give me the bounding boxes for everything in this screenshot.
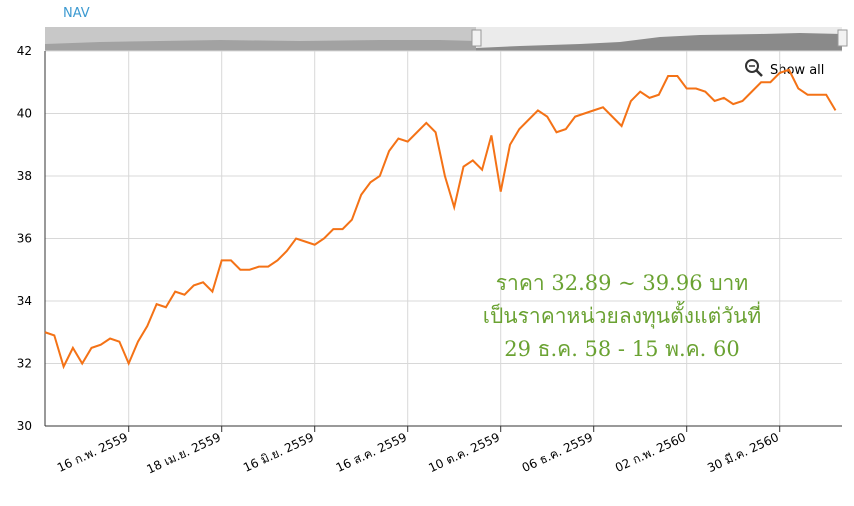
zoom-icon bbox=[745, 59, 759, 73]
line-series bbox=[44, 68, 837, 370]
navigator-area bbox=[45, 40, 476, 51]
x-tick-label: 18 เม.ย. 2559 bbox=[144, 430, 223, 477]
zoom-icon bbox=[755, 69, 763, 77]
x-tick-label: 16 มิ.ย. 2559 bbox=[241, 430, 316, 475]
x-tick-label: 16 ก.พ. 2559 bbox=[55, 430, 130, 475]
navigator-mask bbox=[45, 27, 476, 51]
navigator-area bbox=[476, 33, 842, 51]
navigator-handle[interactable] bbox=[471, 29, 482, 47]
annotation: 29 ธ.ค. 58 - 15 พ.ค. 60 bbox=[504, 337, 740, 361]
button-label[interactable]: Show all bbox=[770, 63, 824, 78]
x-tick-label: 06 ธ.ค. 2559 bbox=[520, 430, 595, 475]
y-tick-label: 30 bbox=[17, 419, 32, 433]
y-tick-label: 42 bbox=[17, 44, 32, 58]
y-tick-label: 36 bbox=[17, 232, 32, 246]
y-tick-label: 34 bbox=[17, 294, 32, 308]
x-tick-label: 30 มี.ค. 2560 bbox=[705, 430, 781, 475]
annotation: เป็นราคาหน่วยลงทุนตั้งแต่วันที่ bbox=[483, 301, 761, 329]
show-all-button[interactable]: Show all bbox=[745, 59, 824, 78]
y-tick-label: 38 bbox=[17, 169, 32, 183]
y-tick-label: 40 bbox=[17, 107, 32, 121]
y-tick-label: 32 bbox=[17, 357, 32, 371]
navigator bbox=[45, 27, 848, 51]
navigator-handle[interactable] bbox=[837, 29, 848, 47]
annotation: ราคา 32.89 ~ 39.96 บาท bbox=[496, 271, 748, 295]
x-tick-label: 02 ก.พ. 2560 bbox=[613, 430, 688, 475]
x-tick-label: 16 ส.ค. 2559 bbox=[334, 430, 409, 475]
x-tick-label: 10 ต.ค. 2559 bbox=[426, 430, 502, 475]
y-axis-label: NAV bbox=[63, 6, 90, 21]
